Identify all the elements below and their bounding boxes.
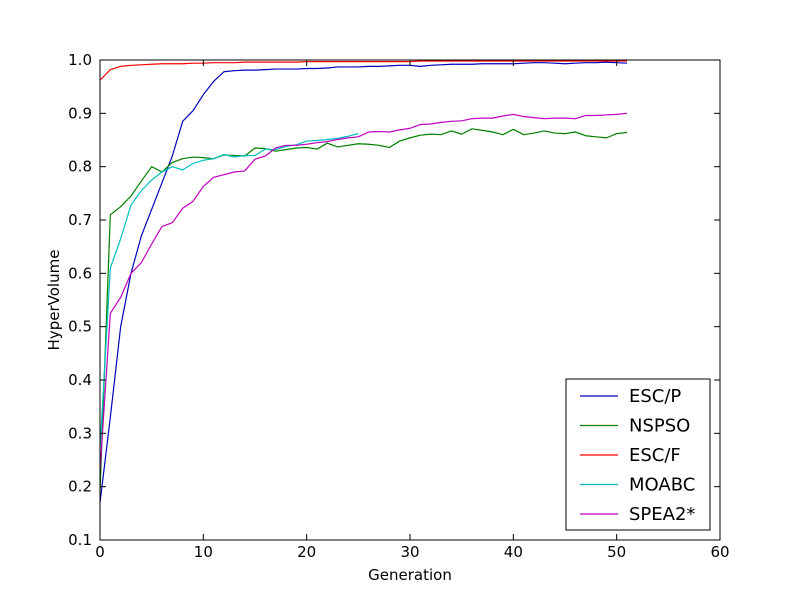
- x-tick-label: 0: [95, 543, 105, 561]
- y-tick-label: 0.4: [68, 371, 92, 389]
- legend-entries: ESC/P NSPSO ESC/F MOABC SPEA2*: [580, 386, 695, 525]
- y-tick-label: 0.7: [68, 211, 92, 229]
- x-tick-label: 30: [400, 543, 419, 561]
- y-axis-label: HyperVolume: [45, 250, 63, 351]
- legend-label-4: SPEA2*: [629, 504, 695, 525]
- legend-label-1: NSPSO: [629, 416, 690, 437]
- x-tick-label: 50: [607, 543, 626, 561]
- y-tick-label: 0.5: [68, 318, 92, 336]
- legend-label-0: ESC/P: [629, 386, 681, 407]
- x-tick-label: 10: [194, 543, 213, 561]
- series-line-4: [99, 112, 628, 471]
- series-line-2: [99, 60, 627, 81]
- legend-label-3: MOABC: [629, 475, 695, 496]
- series-line-0: [99, 61, 628, 503]
- x-tick-label: 60: [710, 543, 729, 561]
- x-axis-label: Generation: [368, 566, 452, 584]
- legend-label-2: ESC/F: [629, 445, 681, 466]
- y-tick-label: 0.3: [68, 424, 92, 442]
- series-line-3: [99, 133, 359, 450]
- y-tick-label: 1.0: [68, 51, 92, 69]
- ticks-layer: 0 10 20 30 40 50 60 0.1 0.2 0.3 0.4 0.5 0.6 0.7 0.8 0.9…: [68, 51, 729, 561]
- series-line-1: [99, 128, 628, 493]
- x-tick-label: 20: [297, 543, 316, 561]
- y-tick-label: 0.9: [68, 104, 92, 122]
- y-tick-label: 0.8: [68, 158, 92, 176]
- y-tick-label: 0.1: [68, 531, 92, 549]
- legend: ESC/P NSPSO ESC/F MOABC SPEA2*: [565, 378, 711, 531]
- y-tick-label: 0.6: [68, 264, 92, 282]
- series-layer: [99, 60, 628, 503]
- x-tick-label: 40: [504, 543, 523, 561]
- y-tick-label: 0.2: [68, 478, 92, 496]
